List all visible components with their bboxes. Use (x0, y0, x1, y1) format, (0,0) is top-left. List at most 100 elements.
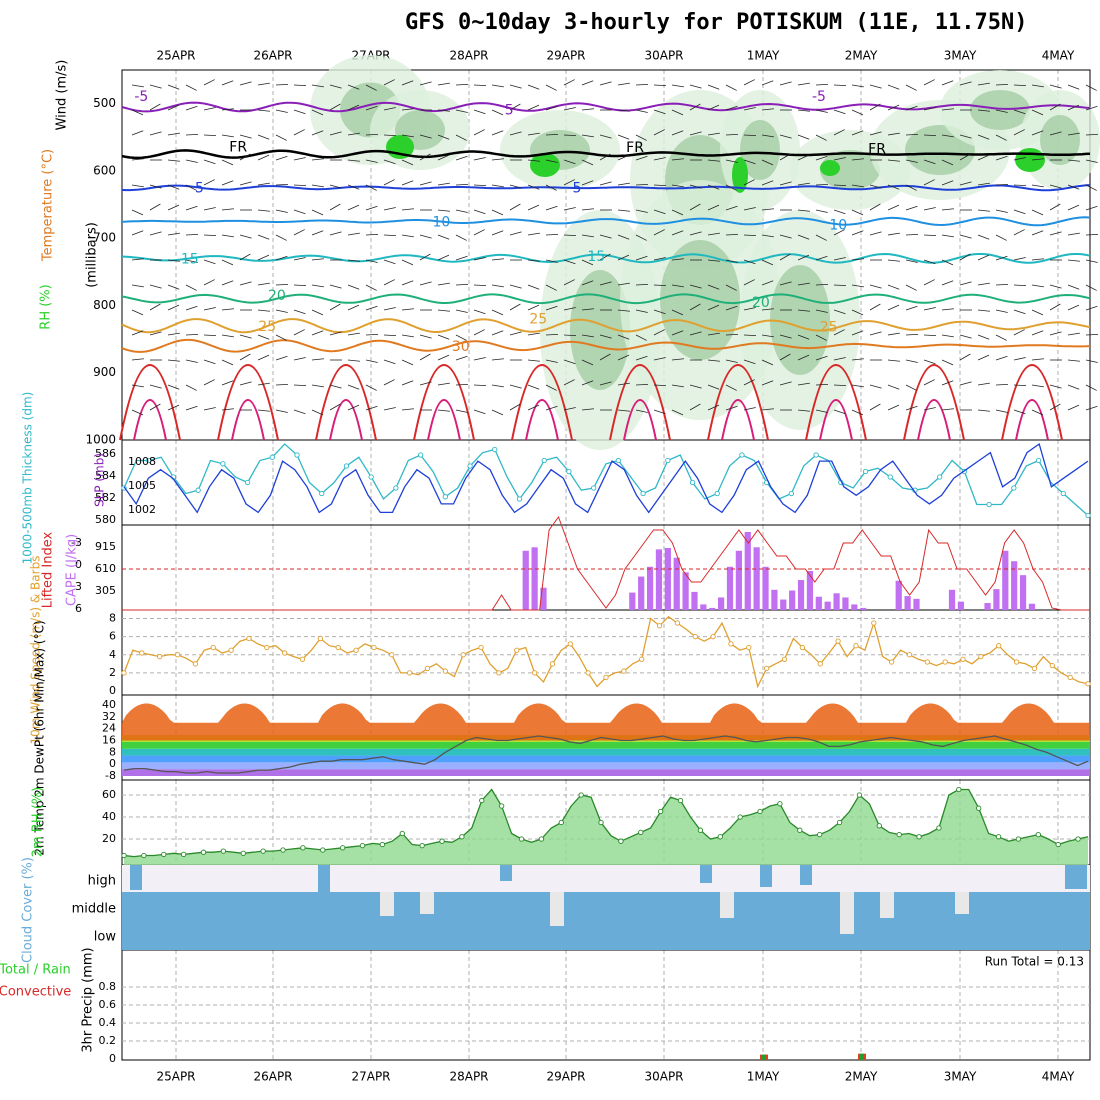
wind-barb (779, 281, 792, 286)
wind-barb (635, 109, 648, 113)
wind-barb (1049, 384, 1062, 389)
wind-barb (491, 230, 504, 236)
wind-barb (995, 334, 1007, 341)
wind-barb (239, 281, 252, 286)
wind-barb (329, 131, 342, 136)
wind-barb (563, 334, 577, 337)
thickness-axis-label: 1000-500mb Thickness (dm) (21, 392, 35, 565)
wind-barb (851, 409, 864, 416)
temp-tick-label: 16 (102, 733, 116, 746)
wind-barb (1067, 159, 1080, 162)
wind-barb (671, 184, 684, 188)
wind-barb (239, 181, 252, 186)
wind-barb (653, 384, 667, 387)
wind-barb (527, 204, 540, 211)
wind-barb (779, 234, 792, 239)
wind-barb (743, 107, 756, 111)
isotherm-arch (623, 399, 657, 441)
wind-barb (635, 255, 648, 261)
wind-barb (815, 355, 828, 361)
wind-barb (311, 84, 324, 88)
wind-barb (1013, 129, 1025, 136)
wind-barb (185, 233, 199, 236)
wind-barb (707, 132, 720, 136)
wind-barb (491, 84, 504, 88)
wind-barb (329, 403, 341, 411)
wind-barb (311, 130, 324, 136)
wind-barb (653, 84, 667, 87)
precip-tick-label: 0.2 (99, 1034, 117, 1047)
wind10m-point (674, 620, 681, 626)
wind-barb (581, 308, 594, 311)
wind-barb (833, 309, 846, 315)
rh2m-point (598, 819, 604, 826)
wind-barb (401, 280, 414, 286)
cloud-high-bar (1075, 865, 1087, 889)
wind-barb (311, 258, 324, 261)
wind-barb (419, 253, 431, 261)
wind-barb (869, 303, 881, 311)
wind-barb (455, 383, 469, 386)
wind-barb (923, 379, 935, 386)
rh2m-point (161, 851, 167, 858)
temp-band (122, 769, 1090, 776)
wind-barb (671, 330, 684, 336)
rh2m-point (240, 850, 246, 856)
pressure-tick-label: 900 (93, 365, 116, 379)
wind-barb (1049, 231, 1062, 236)
wind-barb (869, 84, 882, 89)
cloud-high-bar (130, 865, 142, 890)
top-date-label: 26APR (253, 49, 292, 63)
wind-barb (923, 179, 935, 186)
wind-barb (1085, 259, 1098, 263)
bottom-date-label: 1MAY (747, 1070, 780, 1084)
cape-bar (815, 596, 822, 610)
wind-barb (671, 358, 684, 361)
wind10m-point (478, 644, 484, 651)
wind-barb (617, 309, 630, 312)
wind10m-tick-label: 8 (109, 612, 116, 625)
wind-barb (527, 84, 540, 90)
wind-barb (923, 307, 936, 311)
wind-barb (995, 355, 1008, 361)
thickness-point (244, 479, 251, 486)
wind-barb (563, 259, 576, 265)
contour-label: -5 (812, 89, 826, 105)
wind-barb (581, 408, 594, 411)
wind-barb (401, 380, 414, 386)
wind-barb (527, 284, 540, 290)
wind-barb (815, 155, 828, 161)
thickness-point (739, 452, 745, 458)
temp-band (122, 755, 1090, 763)
wind-barb (1031, 158, 1044, 161)
rh2m-point (300, 845, 306, 851)
cape-bar (638, 576, 645, 610)
wind10m-point (799, 644, 806, 651)
wind-barb (275, 109, 288, 113)
wind-barb (203, 379, 215, 386)
wind-barb (347, 132, 360, 136)
wind-barb (725, 184, 737, 191)
cloud-high-bar (1065, 865, 1077, 889)
temp-band (122, 741, 1090, 749)
wind-barb (797, 254, 810, 261)
wind-barb (437, 82, 450, 86)
wind-barb (527, 184, 540, 190)
wind-barb (563, 134, 577, 137)
cape-bar (780, 599, 787, 610)
wind-barb (869, 184, 882, 189)
wind-barb (203, 207, 216, 211)
wind-barb (365, 84, 377, 91)
wind-barb (869, 131, 882, 136)
wind-barb (851, 309, 864, 316)
wind-barb (977, 254, 990, 261)
wind-barb (887, 204, 900, 211)
wind-barb (725, 405, 738, 411)
dewpoint-line (123, 735, 1089, 774)
wind10m-point (246, 635, 252, 642)
rh2m-point (876, 823, 882, 829)
wind-barb (203, 179, 215, 186)
wind-barb (437, 254, 450, 261)
cape-bar (993, 589, 1000, 610)
wind-barb (401, 159, 414, 166)
